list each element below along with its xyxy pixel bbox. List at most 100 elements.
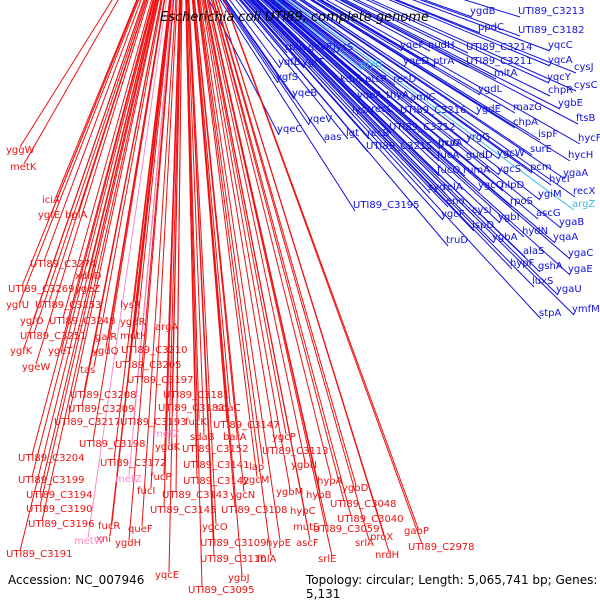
gene-label: UTI89_C3172	[100, 458, 167, 469]
gene-label: UTI89_C3253	[35, 300, 102, 311]
gene-label: thyA	[386, 90, 409, 101]
gene-label: UTI89_C3183	[158, 403, 225, 414]
leader-line	[419, 0, 521, 37]
gene-label: UTI89_C3142	[183, 476, 250, 487]
leader-line	[23, 0, 119, 165]
leader-line	[48, 0, 148, 303]
leader-line	[185, 0, 203, 588]
leader-line	[197, 0, 272, 557]
leader-line	[293, 0, 576, 198]
gene-label: UTI89_C3205	[115, 360, 182, 371]
gene-label: galR	[95, 332, 117, 343]
gene-label: UTI89_C3199	[18, 475, 85, 486]
gene-label: ygcS	[497, 164, 521, 175]
gene-label: luxS	[532, 276, 553, 287]
gene-label: ygfU	[6, 300, 29, 311]
gene-label: recX	[573, 186, 596, 197]
gene-label: ygcM	[243, 475, 269, 486]
gene-label: yqeC	[277, 124, 302, 135]
leader-line	[198, 0, 264, 465]
leader-line	[39, 0, 157, 493]
leader-line	[276, 0, 562, 229]
gene-label: UTI89_C3204	[18, 453, 85, 464]
gene-label: metK	[10, 162, 37, 173]
leader-line	[19, 0, 156, 552]
gene-label: UTI89_C3274	[30, 259, 97, 270]
gene-label: ygdR	[120, 317, 146, 328]
leader-line	[140, 0, 174, 378]
leader-line	[341, 0, 497, 80]
gene-label: pcm	[530, 162, 552, 173]
gene-label: recB	[367, 128, 390, 139]
leader-line	[365, 0, 550, 84]
gene-label: recC	[371, 104, 394, 115]
leader-line	[212, 0, 345, 502]
leader-line	[199, 0, 281, 541]
gene-label: fucR	[98, 521, 120, 532]
gene-label: ygfT	[302, 57, 325, 68]
gene-label: ygdQ	[92, 346, 119, 357]
leader-line	[279, 0, 413, 104]
gene-label: yqfB	[278, 57, 301, 68]
gene-label: UTI89_C3113	[262, 446, 329, 457]
leader-line	[212, 0, 352, 517]
gene-label: xni	[96, 534, 111, 545]
gene-label: eno	[446, 196, 465, 207]
leader-line	[207, 0, 333, 557]
leader-line	[62, 0, 153, 319]
leader-line	[202, 0, 291, 490]
leader-line	[246, 0, 542, 320]
leader-line	[316, 0, 403, 52]
leader-line	[43, 0, 142, 262]
page-title: Escherichia coli UTI89, complete genome	[160, 10, 429, 25]
gene-label: UTI89_C3195	[353, 200, 420, 211]
gene-label: ptsP	[365, 74, 387, 85]
leader-line	[201, 0, 277, 449]
leader-line	[186, 0, 200, 420]
leader-line	[168, 0, 181, 445]
gene-label: ygbD	[342, 483, 369, 494]
leader-line	[163, 0, 180, 475]
leader-line	[194, 0, 245, 493]
leader-line	[291, 0, 552, 186]
gene-label: ispD	[472, 220, 494, 231]
gene-label: UTI89_C3210	[121, 345, 188, 356]
gene-label: UTI89_C3198	[79, 439, 146, 450]
gene-label: ygbA	[492, 232, 518, 243]
leader-line	[281, 0, 541, 201]
gene-label: yqeA	[357, 90, 382, 101]
gene-label: ygcF	[441, 209, 465, 220]
leader-line	[134, 0, 172, 348]
gene-label: ygeT	[48, 346, 73, 357]
leader-line	[239, 0, 449, 247]
gene-label: ptrA	[433, 56, 454, 67]
leader-line	[19, 0, 113, 148]
gene-label: UTI89_C3251	[20, 331, 87, 342]
gene-label: UTI89_C3194	[26, 490, 93, 501]
gene-label: fhlA	[257, 554, 277, 565]
gene-label: lysS	[333, 42, 353, 53]
leader-line	[263, 0, 525, 238]
leader-line	[310, 0, 571, 162]
gene-label: UTI89_C3182	[518, 25, 585, 36]
gene-label: sdaC	[216, 403, 241, 414]
leader-line	[267, 0, 441, 150]
gene-label: ygbE	[558, 98, 583, 109]
gene-label: ygbJ	[228, 573, 250, 584]
leader-line	[249, 0, 449, 208]
leader-line	[41, 0, 159, 522]
gene-label: queF	[128, 524, 153, 535]
gene-label: UTI89_C3269	[8, 284, 75, 295]
leader-line	[243, 0, 305, 69]
leader-line	[192, 0, 243, 576]
gene-label: lysA	[352, 105, 373, 116]
gene-label: hycH	[568, 150, 593, 161]
leader-line	[388, 0, 551, 67]
gene-label: UTI89_C3040	[337, 514, 404, 525]
gene-label: ygfO	[20, 316, 44, 327]
gene-label: UTI89_C3181	[163, 390, 230, 401]
gene-label: UTI89_C3059	[313, 524, 380, 535]
gene-label: metZ	[153, 429, 180, 440]
gene-label: lap	[249, 462, 264, 473]
gene-label: ygaU	[556, 284, 582, 295]
